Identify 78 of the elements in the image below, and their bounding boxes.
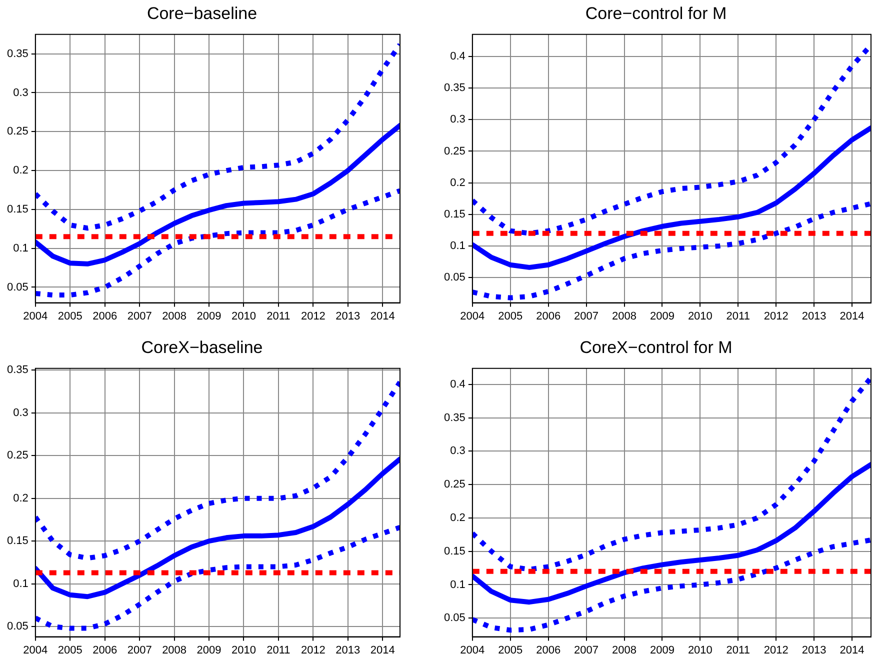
x-tick-label: 2013 [336,644,360,656]
y-tick-label: 0.05 [444,612,466,624]
y-tick-label: 0.1 [13,578,28,590]
y-tick-label: 0.25 [444,478,466,491]
y-tick-label: 0.05 [6,281,28,294]
x-tick-label: 2008 [612,644,636,656]
x-tick-label: 2007 [127,310,152,322]
chart-title: CoreX−control for M [580,338,732,357]
x-tick-label: 2005 [58,644,82,656]
y-tick-label: 0.2 [450,512,466,524]
x-tick-label: 2014 [840,644,864,656]
y-tick-label: 0.4 [450,378,466,390]
x-tick-label: 2011 [266,644,290,656]
x-tick-label: 2013 [336,310,360,322]
x-tick-label: 2011 [266,310,290,322]
y-tick-label: 0.2 [13,492,28,504]
x-tick-label: 2006 [92,644,118,656]
y-tick-label: 0.1 [450,240,466,252]
x-tick-label: 2009 [650,310,674,322]
x-tick-label: 2010 [232,644,256,656]
y-tick-label: 0.15 [444,208,466,220]
y-tick-label: 0.2 [13,164,28,177]
y-tick-label: 0.25 [6,126,28,138]
x-tick-label: 2009 [650,644,674,656]
y-tick-label: 0.15 [6,535,28,548]
y-tick-label: 0.3 [13,86,28,99]
y-tick-label: 0.3 [450,445,466,458]
x-tick-label: 2012 [764,310,788,322]
x-tick-label: 2011 [726,310,750,322]
y-tick-label: 0.05 [6,620,28,633]
x-tick-label: 2009 [196,310,222,322]
chart-title: Core−control for M [585,4,727,23]
x-tick-label: 2004 [460,310,485,322]
x-tick-label: 2006 [92,310,118,322]
x-tick-label: 2011 [726,644,750,656]
x-tick-label: 2009 [196,644,222,656]
y-tick-label: 0.25 [6,450,28,462]
x-tick-label: 2014 [370,310,395,322]
y-tick-label: 0.35 [6,364,28,376]
x-tick-label: 2008 [612,310,636,322]
y-tick-label: 0.3 [450,114,466,126]
x-tick-label: 2005 [498,644,523,656]
y-tick-label: 0.1 [450,578,466,591]
x-tick-label: 2014 [370,644,395,656]
x-tick-label: 2005 [498,310,523,322]
x-tick-label: 2013 [802,644,826,656]
x-tick-label: 2012 [300,310,326,322]
y-tick-label: 0.4 [450,50,466,63]
y-tick-label: 0.2 [450,176,466,189]
x-tick-label: 2010 [688,644,712,656]
x-tick-label: 2010 [232,310,256,322]
x-tick-label: 2014 [840,310,864,322]
y-tick-label: 0.35 [6,48,28,60]
chart-title: CoreX−baseline [141,338,263,357]
x-tick-label: 2006 [536,644,561,656]
x-tick-label: 2007 [127,644,152,656]
chart-title: Core−baseline [146,4,258,23]
x-tick-label: 2007 [574,644,599,656]
y-tick-label: 0.05 [444,272,466,284]
x-tick-label: 2013 [802,310,826,322]
x-tick-label: 2004 [460,644,485,656]
y-tick-label: 0.15 [6,203,28,216]
x-tick-label: 2008 [162,310,187,322]
y-tick-label: 0.3 [13,406,28,419]
y-tick-label: 0.1 [13,242,28,254]
y-tick-label: 0.35 [444,412,466,424]
y-tick-label: 0.35 [444,82,466,94]
x-tick-label: 2012 [300,644,326,656]
x-tick-label: 2008 [162,644,187,656]
x-tick-label: 2005 [58,310,82,322]
x-tick-label: 2012 [764,644,788,656]
x-tick-label: 2004 [23,310,48,322]
x-tick-label: 2006 [536,310,561,322]
x-tick-label: 2010 [688,310,712,322]
x-tick-label: 2007 [574,310,599,322]
y-tick-label: 0.25 [444,145,466,158]
x-tick-label: 2004 [23,644,48,656]
y-tick-label: 0.15 [444,545,466,558]
